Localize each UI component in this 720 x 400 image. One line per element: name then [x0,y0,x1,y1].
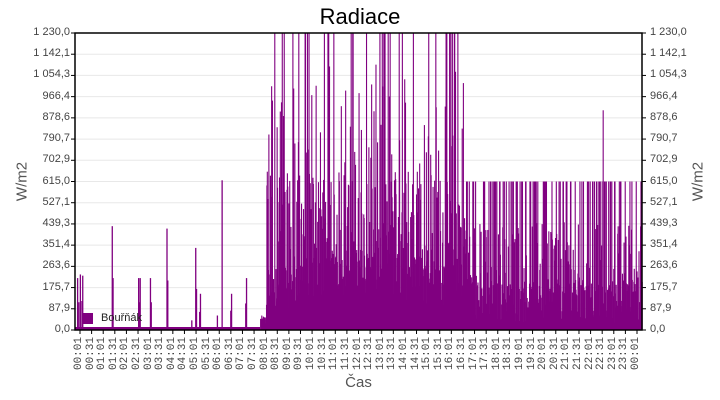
y-tick-label: 87,9 [650,301,672,314]
y-tick-label: 1 142,1 [650,47,687,60]
y-tick-label: 966,4 [42,89,70,102]
y-tick-label: 1 054,3 [33,68,70,81]
y-tick-label: 87,9 [48,301,70,314]
y-tick-label: 615,0 [650,174,678,187]
y-tick-label: 1 054,3 [650,68,687,81]
y-tick-label: 527,1 [650,195,678,208]
y-tick-label: 966,4 [650,89,678,102]
y-tick-label: 1 230,0 [650,26,687,38]
y-tick-label: 263,6 [650,259,678,272]
x-axis-label: Čas [345,374,372,391]
y-tick-label: 175,7 [650,280,678,293]
y-tick-label: 702,9 [650,153,678,166]
y-tick-label: 878,6 [42,110,70,123]
y-tick-label: 615,0 [42,174,70,187]
y-tick-label: 1 142,1 [33,47,70,60]
y-tick-label: 175,7 [42,280,70,293]
y-tick-label: 351,4 [42,238,70,251]
chart-title: Radiace [319,4,401,29]
y-tick-label: 1 230,0 [33,26,70,38]
legend-swatch [82,312,93,324]
data-bars [75,33,643,331]
y-tick-label: 790,7 [650,132,678,145]
legend-label: Bouřňák [101,312,142,324]
y-tick-label: 263,6 [42,259,70,272]
y-tick-label: 439,3 [650,216,678,229]
y-tick-label: 790,7 [42,132,70,145]
legend: Bouřňák [82,312,142,324]
y-tick-label: 0,0 [54,323,70,335]
y-tick-label: 0,0 [650,323,666,335]
y-tick-label: 527,1 [42,195,70,208]
y-tick-label: 439,3 [42,216,70,229]
y-tick-label: 878,6 [650,110,678,123]
y-tick-label: 351,4 [650,238,678,251]
y-tick-label: 702,9 [42,153,70,166]
